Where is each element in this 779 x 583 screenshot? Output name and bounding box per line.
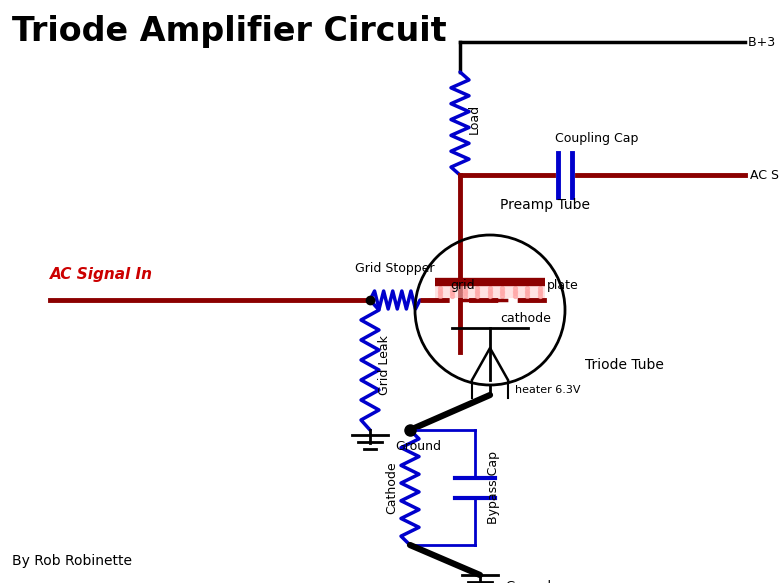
Text: AC Signal In: AC Signal In <box>50 267 153 282</box>
Text: Triode Amplifier Circuit: Triode Amplifier Circuit <box>12 15 446 48</box>
Text: cathode: cathode <box>500 312 551 325</box>
Text: Coupling Cap: Coupling Cap <box>555 132 638 145</box>
Text: Cathode: Cathode <box>385 461 398 514</box>
Text: By Rob Robinette: By Rob Robinette <box>12 554 132 568</box>
Bar <box>435 284 545 298</box>
Text: grid: grid <box>450 279 474 292</box>
Text: Ground: Ground <box>505 580 551 583</box>
Text: plate: plate <box>547 279 579 292</box>
Text: Load: Load <box>468 103 481 134</box>
Text: heater 6.3V: heater 6.3V <box>515 385 580 395</box>
Text: Grid Leak: Grid Leak <box>378 335 391 395</box>
Text: Preamp Tube: Preamp Tube <box>500 198 590 212</box>
Text: Grid Stopper: Grid Stopper <box>355 262 435 275</box>
Text: B+3 250V DC: B+3 250V DC <box>748 36 779 48</box>
Text: Bypass Cap: Bypass Cap <box>487 451 500 524</box>
Text: AC Signal Out: AC Signal Out <box>750 168 779 181</box>
Text: Triode Tube: Triode Tube <box>585 358 664 372</box>
Text: Ground: Ground <box>395 440 441 453</box>
